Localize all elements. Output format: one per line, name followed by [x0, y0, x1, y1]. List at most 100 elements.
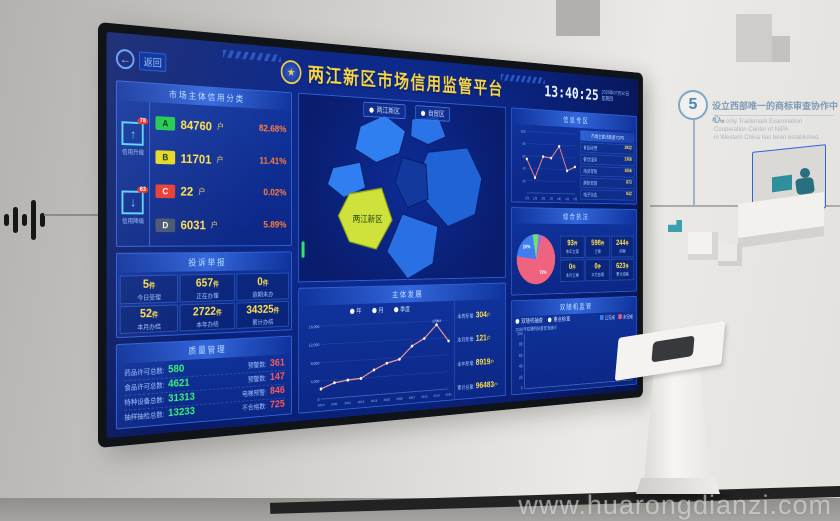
back-button[interactable]: ← 返回	[115, 48, 167, 72]
svg-text:40: 40	[522, 166, 525, 170]
stat-label: 累计办结	[252, 319, 274, 327]
stat-unit: 户	[486, 336, 491, 343]
stat-unit: 件	[215, 309, 222, 317]
complaint-stat: 0件 逾期未办	[236, 272, 289, 301]
stat-unit: 件	[148, 282, 156, 290]
legend-undone: 未完成	[618, 313, 633, 321]
photo-watermark: www.huarongdianzi.com	[518, 490, 832, 520]
development-stats: 本周新增: 304 户 本月新增: 121 户 本年新增: 8919 户 累计总量: 9648…	[453, 298, 506, 404]
svg-text:2020: 2020	[446, 392, 453, 397]
wall-display-screen: ← 返回 ★ 两江新区市场信用监管平台 13:40:25 2020年07月30日…	[98, 22, 643, 448]
legend-year[interactable]: 年	[349, 307, 362, 316]
legend-month[interactable]: 月	[371, 306, 384, 315]
info-list-row[interactable]: 食品经营 1932	[580, 142, 635, 155]
quality-label: 食品许可总数:	[124, 382, 165, 393]
credit-upgrade-item[interactable]: ↑ 78 信用升级	[121, 118, 149, 157]
dashboard-main: 市场主体信用分类 ↑ 78 信用升级 ↓ 63 信用降级	[115, 80, 637, 430]
enf-stat: 623件 累计结案	[610, 258, 635, 281]
upgrade-count-badge: 78	[137, 118, 149, 125]
stat-label: 立案	[594, 249, 601, 255]
info-list-row[interactable]: 建筑安装 873	[580, 177, 635, 190]
option-random-check[interactable]: 双随机抽查	[515, 316, 543, 325]
legend-label: 已完成	[604, 315, 615, 321]
complaints-grid: 5件 今日受理 657件 正在办理 0件 逾期未办 52件 本月办结 2722件 本年办结…	[117, 270, 291, 337]
svg-text:100: 100	[521, 129, 526, 133]
enf-stat: 244件 结案	[610, 235, 635, 258]
credit-row-D: D 6031 户 5.89%	[155, 218, 286, 233]
grade-A-badge: A	[155, 116, 176, 132]
bar-chart-yticks: 100 80 60 40 20 0	[517, 331, 523, 392]
complaint-stat: 52件 本月办结	[119, 303, 178, 335]
wall-art-block	[556, 0, 600, 36]
quality-value-green: 31313	[168, 391, 195, 405]
arrow-down-glyph: ↓	[130, 194, 137, 210]
complaint-stat: 5件 今日受理	[119, 274, 178, 304]
row-label: 餐饮服务	[583, 157, 598, 164]
unit-label: 户	[198, 187, 206, 197]
enf-stat: 0件 本月立案	[559, 258, 585, 282]
unit-label: 户	[217, 122, 224, 131]
district-map[interactable]: 两江新区	[299, 94, 505, 305]
floor	[0, 498, 840, 521]
dev-stat: 本周新增: 304 户	[457, 310, 502, 321]
row-value: 873	[626, 180, 632, 186]
stat-unit: 件	[597, 264, 602, 270]
map-tab-freetrade[interactable]: 自贸区	[415, 105, 450, 122]
grade-A-percent: 82.68%	[258, 123, 287, 135]
stat-label: 本年立案	[565, 249, 579, 255]
grade-B-percent: 11.41%	[259, 155, 287, 167]
back-button-label: 返回	[139, 50, 167, 72]
radio-dot-icon	[420, 110, 426, 116]
info-list-row[interactable]: 餐饮服务 1368	[580, 153, 635, 167]
svg-text:2013: 2013	[358, 399, 365, 404]
upgrade-label: 信用升级	[121, 150, 145, 157]
stat-unit: 件	[600, 241, 605, 247]
info-line-chart: 100 80 60 40 20 1月 2月 3月 4月 5月 6月 7月	[512, 124, 579, 205]
option-label: 重点检查	[553, 316, 571, 323]
svg-text:80: 80	[522, 142, 525, 146]
legend-done: 已完成	[600, 313, 615, 321]
unit-label: 户	[216, 155, 224, 164]
quality-value-red: 846	[269, 384, 285, 397]
milestone-en-line2: in Western China has been established.	[714, 135, 820, 141]
milestone-text-zh: 设立西部唯一的商标审查协作中心。	[712, 101, 839, 124]
radio-dot-icon	[515, 318, 520, 324]
map-region-label: 两江新区	[353, 213, 383, 225]
enf-stat: 0件 本月结案	[585, 258, 610, 281]
stat-unit: 件	[213, 281, 220, 288]
stat-unit: 户	[494, 383, 498, 389]
svg-text:2014: 2014	[371, 398, 378, 403]
svg-text:4月: 4月	[549, 196, 553, 200]
stat-value: 8919	[475, 357, 491, 368]
map-zoom-slider[interactable]	[301, 241, 305, 258]
complaint-stat: 34325件 累计办结	[236, 300, 289, 329]
wall-isometric-illustration	[660, 140, 840, 280]
credit-downgrade-item[interactable]: ↓ 63 信用降级	[121, 186, 149, 225]
stat-value: 2722	[192, 304, 216, 319]
svg-text:2012: 2012	[344, 400, 351, 405]
map-tab-liangjiang[interactable]: 两江新区	[363, 101, 406, 120]
stat-value: 304	[475, 310, 487, 320]
quality-label: 预警数:	[247, 375, 267, 384]
svg-text:2017: 2017	[409, 395, 415, 400]
row-label: 商贸零售	[583, 169, 598, 175]
info-list-row[interactable]: 电子信息 642	[580, 189, 635, 201]
svg-text:2016: 2016	[396, 396, 402, 401]
stat-label: 本月办结	[137, 323, 161, 332]
development-line-chart: 16,000 12,000 8,000 4,000 0 2010 2011 2012 2013 2…	[302, 313, 452, 413]
enf-stat: 93件 本年立案	[559, 235, 585, 258]
svg-text:2018: 2018	[421, 394, 427, 399]
quality-value-green: 580	[168, 362, 185, 376]
svg-text:2015: 2015	[384, 397, 391, 402]
legend-quarter[interactable]: 季度	[393, 305, 410, 314]
grade-B-badge: B	[155, 150, 176, 165]
stat-unit: 件	[573, 241, 578, 247]
option-key-check[interactable]: 重点检查	[547, 315, 571, 324]
enforcement-panel: 综合执法 72% 20% 93件 本年立案 598件 立案 244件 结案 0件 本月立案…	[511, 207, 637, 296]
quality-value-red: 361	[269, 357, 285, 370]
info-list-row[interactable]: 商贸零售 1056	[580, 165, 635, 178]
row-value: 1368	[624, 157, 632, 163]
quality-label: 药品许可总数:	[124, 367, 165, 378]
arrow-up-icon: ↑ 78	[121, 118, 149, 147]
map-tab-label: 两江新区	[376, 106, 400, 116]
